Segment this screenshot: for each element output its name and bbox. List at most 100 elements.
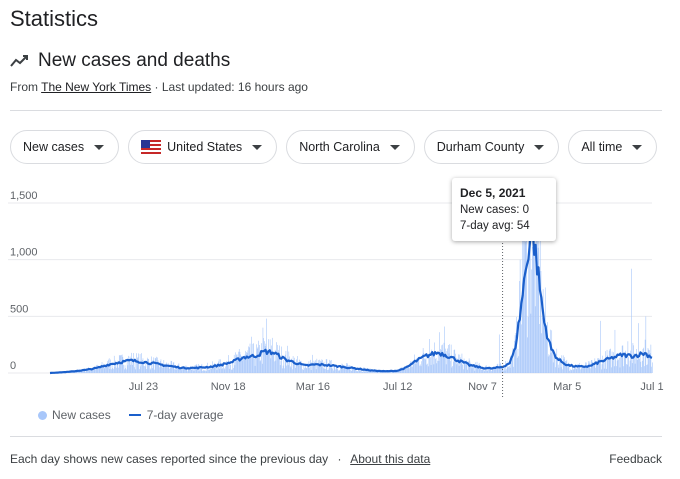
cases-chart[interactable]: 0 500 1,000 1,500 Jul 23 Nov 18 Mar 16 Jul 12 No… xyxy=(0,175,680,400)
daily-case-bar xyxy=(180,369,181,373)
daily-case-bar xyxy=(640,361,642,373)
x-tick-label: Jul 12 xyxy=(383,381,412,393)
daily-case-bar xyxy=(265,343,267,373)
daily-case-bar xyxy=(581,365,583,373)
daily-case-bar xyxy=(193,370,195,373)
daily-case-bar xyxy=(544,322,545,373)
daily-case-bar xyxy=(150,368,152,373)
daily-case-bar xyxy=(312,365,314,373)
daily-case-bar xyxy=(407,367,409,373)
daily-case-bar xyxy=(260,360,262,373)
daily-case-bar xyxy=(103,368,105,373)
daily-case-bar xyxy=(356,371,358,373)
daily-case-bar xyxy=(85,370,87,373)
daily-case-bar xyxy=(432,354,434,373)
daily-case-bar xyxy=(420,366,422,373)
daily-case-bar xyxy=(110,359,111,373)
daily-case-bar xyxy=(613,352,614,373)
daily-case-bar xyxy=(332,368,333,373)
daily-case-bar xyxy=(174,365,176,373)
daily-case-bar xyxy=(435,358,436,373)
daily-case-bar xyxy=(82,370,83,373)
daily-case-bar xyxy=(370,371,371,373)
daily-case-bar xyxy=(457,358,458,373)
daily-case-bar xyxy=(343,364,345,373)
daily-case-bar xyxy=(472,363,474,373)
daily-case-bar xyxy=(144,366,146,373)
daily-case-bar xyxy=(194,365,195,373)
daily-case-bar xyxy=(256,348,258,373)
daily-case-bar xyxy=(103,363,104,373)
daily-case-bar xyxy=(585,362,587,373)
daily-case-bar xyxy=(241,356,242,373)
county-dropdown[interactable]: Durham County xyxy=(423,130,560,164)
daily-case-bar xyxy=(626,364,627,373)
x-tick-label: Mar 16 xyxy=(296,381,330,393)
daily-case-bar xyxy=(548,354,550,373)
daily-case-bar xyxy=(116,362,118,373)
daily-case-bar xyxy=(96,368,98,373)
daily-case-bar xyxy=(419,364,421,373)
daily-case-bar xyxy=(499,364,501,373)
daily-case-bar xyxy=(299,359,300,373)
country-dropdown[interactable]: United States xyxy=(128,130,278,164)
daily-case-bar xyxy=(222,367,224,373)
daily-case-bar xyxy=(555,367,556,373)
daily-case-bar xyxy=(458,365,460,373)
daily-case-bar xyxy=(128,355,129,373)
daily-case-bar xyxy=(154,369,155,373)
daily-case-bar xyxy=(437,360,438,373)
daily-case-bar xyxy=(530,313,532,373)
daily-case-bar xyxy=(631,268,632,373)
daily-case-bar xyxy=(317,364,318,373)
daily-case-bar xyxy=(302,370,304,373)
daily-case-bar xyxy=(471,368,473,373)
daily-case-bar xyxy=(99,366,101,373)
daily-case-bar xyxy=(200,365,202,373)
daily-case-bar xyxy=(554,352,555,373)
daily-case-bar xyxy=(547,322,548,373)
metric-dropdown[interactable]: New cases xyxy=(10,130,120,164)
feedback-link[interactable]: Feedback xyxy=(609,452,662,466)
daily-case-bar xyxy=(644,339,646,373)
daily-case-bar xyxy=(600,369,602,373)
daily-case-bar xyxy=(542,289,544,373)
daily-case-bar xyxy=(558,367,560,373)
daily-case-bar xyxy=(285,350,287,373)
daily-case-bar xyxy=(239,351,241,373)
daily-case-bar xyxy=(521,324,522,373)
about-data-link[interactable]: About this data xyxy=(350,452,431,466)
daily-case-bar xyxy=(358,369,360,373)
daily-case-bar xyxy=(136,358,138,373)
daily-case-bar xyxy=(298,361,300,373)
daily-case-bar xyxy=(158,364,160,373)
daily-case-bar xyxy=(338,370,340,373)
daily-case-bar xyxy=(413,361,415,373)
daily-case-bar xyxy=(338,370,339,373)
daily-case-bar xyxy=(542,317,543,373)
chevron-down-icon xyxy=(632,144,643,150)
daily-case-bar xyxy=(232,362,234,373)
daily-case-bar xyxy=(626,364,628,373)
daily-case-bar xyxy=(154,357,156,373)
daily-case-bar xyxy=(412,361,414,373)
daily-case-bar xyxy=(203,370,205,373)
state-dropdown[interactable]: North Carolina xyxy=(286,130,415,164)
daily-case-bar xyxy=(623,366,624,373)
daily-case-bar xyxy=(466,360,468,373)
daily-case-bar xyxy=(80,371,82,373)
daily-case-bar xyxy=(227,362,229,373)
daily-case-bar xyxy=(159,367,160,373)
daily-case-bar xyxy=(582,367,583,373)
timerange-dropdown[interactable]: All time xyxy=(568,130,658,164)
daily-case-bar xyxy=(343,366,344,373)
daily-case-bar xyxy=(639,358,640,373)
chevron-down-icon xyxy=(94,144,105,150)
y-tick-label: 500 xyxy=(10,303,28,315)
daily-case-bar xyxy=(540,271,542,373)
daily-case-bar xyxy=(210,364,211,373)
daily-case-bar xyxy=(568,365,570,373)
daily-case-bar xyxy=(324,368,326,373)
source-link[interactable]: The New York Times xyxy=(41,80,152,94)
daily-case-bar xyxy=(596,363,598,373)
